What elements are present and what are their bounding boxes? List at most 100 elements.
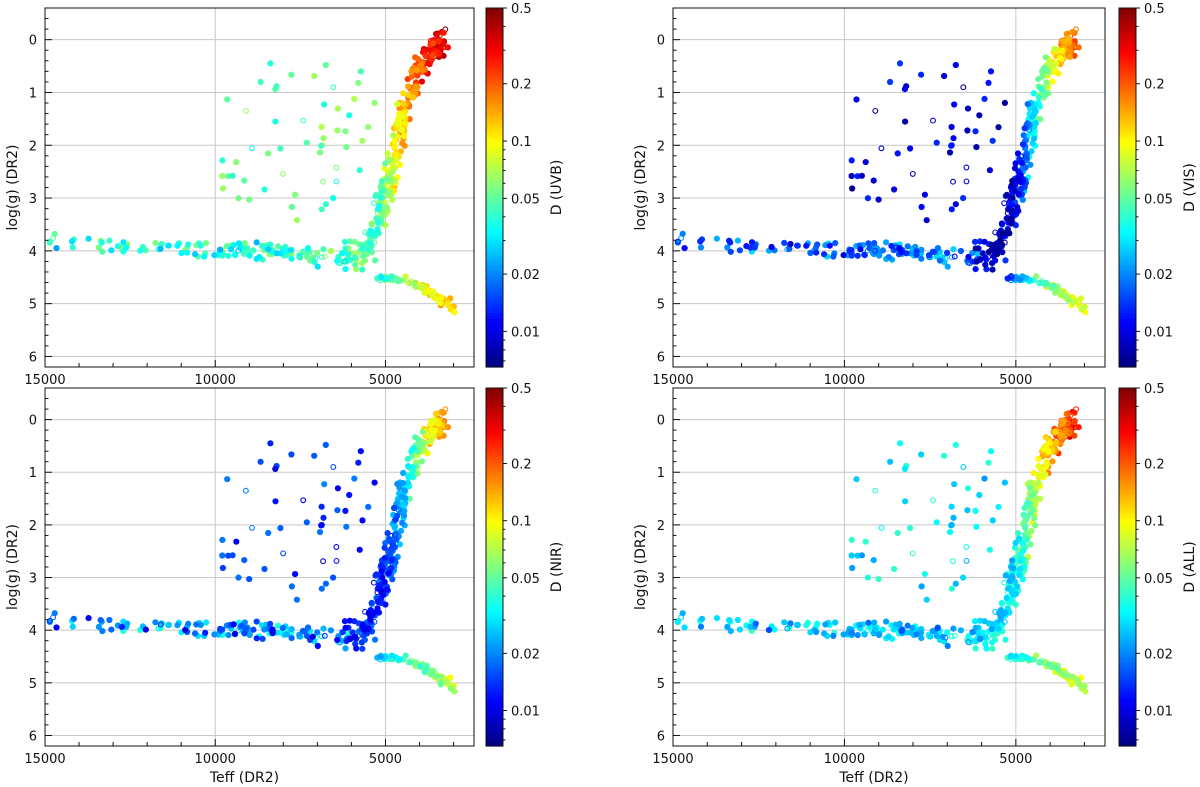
data-point: [1035, 463, 1042, 470]
data-point: [418, 67, 425, 74]
colorbar-segment: [486, 641, 503, 646]
data-point: [948, 503, 955, 510]
data-point: [1001, 99, 1009, 106]
y-tick-label: 2: [657, 139, 665, 154]
colorbar-tick-label: 0.01: [511, 704, 540, 719]
colorbar-segment: [1119, 537, 1136, 541]
data-point: [391, 143, 398, 150]
colorbar-segment: [486, 489, 503, 494]
data-point: [987, 448, 995, 455]
data-point: [385, 570, 392, 577]
colorbar-segment: [486, 692, 503, 696]
data-point: [274, 243, 282, 250]
data-point: [1018, 185, 1025, 192]
data-point: [751, 244, 758, 251]
data-point: [879, 247, 887, 254]
colorbar-segment: [1119, 253, 1136, 257]
data-point: [256, 254, 263, 261]
colorbar-segment: [486, 115, 503, 120]
data-point: [414, 72, 421, 79]
colorbar-segment: [486, 289, 503, 293]
data-point: [421, 668, 428, 676]
data-point: [388, 564, 395, 572]
data-point: [293, 596, 300, 603]
colorbar-segment: [1119, 477, 1136, 482]
colorbar-tick-label: 0.05: [1144, 572, 1173, 587]
colorbar-segment: [1119, 429, 1136, 434]
colorbar-tick-label: 0.1: [511, 515, 532, 530]
x-tick-label: 10000: [824, 752, 865, 767]
colorbar-segment: [1119, 704, 1136, 708]
data-point: [359, 245, 366, 252]
colorbar: 0.01 0.02 0.05 0.1 0.2 0.5 D (UVB): [485, 2, 565, 368]
data-point: [384, 175, 391, 182]
data-point: [342, 645, 349, 652]
data-point-open: [950, 558, 956, 565]
colorbar-segment: [486, 453, 503, 458]
data-point: [1014, 150, 1022, 157]
colorbar-segment: [1119, 510, 1136, 514]
data-point: [1023, 154, 1030, 161]
colorbar-segment: [1119, 728, 1136, 732]
data-point: [1065, 36, 1072, 43]
colorbar-segment: [486, 623, 503, 628]
colorbar-segment: [1119, 668, 1136, 673]
data-point: [965, 633, 972, 640]
colorbar-segment: [1119, 644, 1136, 649]
data-point-open: [963, 164, 970, 171]
colorbar-segment: [1119, 10, 1136, 15]
data-point: [1022, 517, 1029, 524]
data-point: [265, 529, 272, 537]
data-point-open: [893, 244, 900, 251]
colorbar-segment: [1119, 408, 1136, 413]
colorbar-segment: [486, 704, 503, 708]
data-point: [913, 248, 920, 255]
data-point-open: [963, 557, 970, 564]
data-point: [419, 428, 427, 436]
colorbar-segment: [1119, 151, 1136, 156]
colorbar-segment: [486, 271, 503, 275]
data-point: [351, 475, 358, 482]
data-point: [734, 616, 742, 624]
data-point: [891, 565, 898, 573]
data-point: [1042, 434, 1049, 441]
colorbar-segment: [486, 426, 503, 431]
data-point: [124, 620, 131, 627]
data-point: [320, 246, 327, 253]
colorbar-segment: [1119, 217, 1136, 222]
data-point-open: [333, 178, 340, 185]
data-point: [346, 491, 353, 499]
data-point: [320, 514, 327, 521]
colorbar-segment: [1119, 205, 1136, 210]
data-point: [225, 552, 232, 559]
colorbar-segment: [486, 220, 503, 224]
colorbar-segment: [1119, 277, 1136, 281]
colorbar-segment: [486, 590, 503, 595]
colorbar-segment: [486, 492, 503, 496]
data-point: [904, 243, 911, 250]
data-point: [232, 252, 239, 259]
data-point: [318, 503, 325, 510]
data-point: [1035, 94, 1042, 101]
colorbar-segment: [1119, 193, 1136, 198]
colorbar-tick-label: 0.02: [1144, 268, 1173, 283]
colorbar-segment: [486, 31, 503, 36]
colorbar-segment: [1119, 495, 1136, 499]
data-point-open: [387, 532, 394, 539]
colorbar-segment: [486, 388, 503, 392]
data-point: [862, 159, 869, 166]
data-point: [765, 626, 773, 634]
colorbar-segment: [1119, 492, 1136, 496]
colorbar-segment: [486, 602, 503, 607]
colorbar-segment: [1119, 316, 1136, 320]
data-point: [237, 245, 244, 252]
colorbar-segment: [1119, 698, 1136, 702]
data-point-open: [960, 84, 967, 91]
data-point: [1008, 201, 1016, 208]
colorbar-tick-label: 0.05: [511, 192, 540, 207]
data-point-open: [963, 544, 970, 550]
data-point: [233, 159, 240, 166]
data-point: [941, 452, 948, 459]
colorbar-segment: [1119, 352, 1136, 356]
